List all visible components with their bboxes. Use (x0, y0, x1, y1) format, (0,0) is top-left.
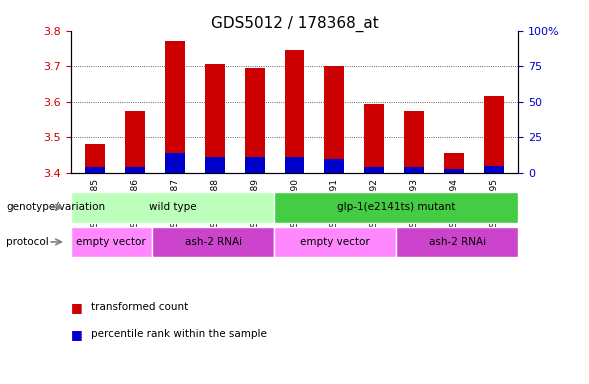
Text: protocol: protocol (6, 237, 49, 247)
Text: empty vector: empty vector (77, 237, 146, 247)
Bar (125, 111, 145, 173)
Bar (164, 153, 184, 173)
Text: genotype/variation: genotype/variation (6, 202, 105, 212)
Text: ash-2 RNAi: ash-2 RNAi (429, 237, 486, 247)
Bar (444, 153, 464, 173)
Bar (325, 66, 345, 173)
Bar (85, 167, 105, 173)
Bar (244, 157, 264, 173)
Text: ash-2 RNAi: ash-2 RNAi (184, 237, 241, 247)
Bar (365, 104, 385, 173)
Bar (284, 50, 305, 173)
Text: ■: ■ (71, 328, 82, 341)
Text: transformed count: transformed count (91, 302, 188, 312)
Bar (284, 157, 305, 173)
Bar (125, 167, 145, 173)
Text: glp-1(e2141ts) mutant: glp-1(e2141ts) mutant (337, 202, 455, 212)
Text: ■: ■ (71, 301, 82, 314)
Bar (244, 68, 264, 173)
Bar (405, 111, 425, 173)
Bar (484, 96, 504, 173)
Bar (164, 41, 184, 173)
Text: wild type: wild type (148, 202, 196, 212)
Bar (204, 157, 224, 173)
Bar (85, 144, 105, 173)
Text: empty vector: empty vector (300, 237, 370, 247)
Text: GDS5012 / 178368_at: GDS5012 / 178368_at (211, 15, 378, 31)
Bar (405, 167, 425, 173)
Bar (204, 65, 224, 173)
Text: percentile rank within the sample: percentile rank within the sample (91, 329, 267, 339)
Bar (325, 159, 345, 173)
Bar (484, 166, 504, 173)
Bar (365, 167, 385, 173)
Bar (444, 169, 464, 173)
